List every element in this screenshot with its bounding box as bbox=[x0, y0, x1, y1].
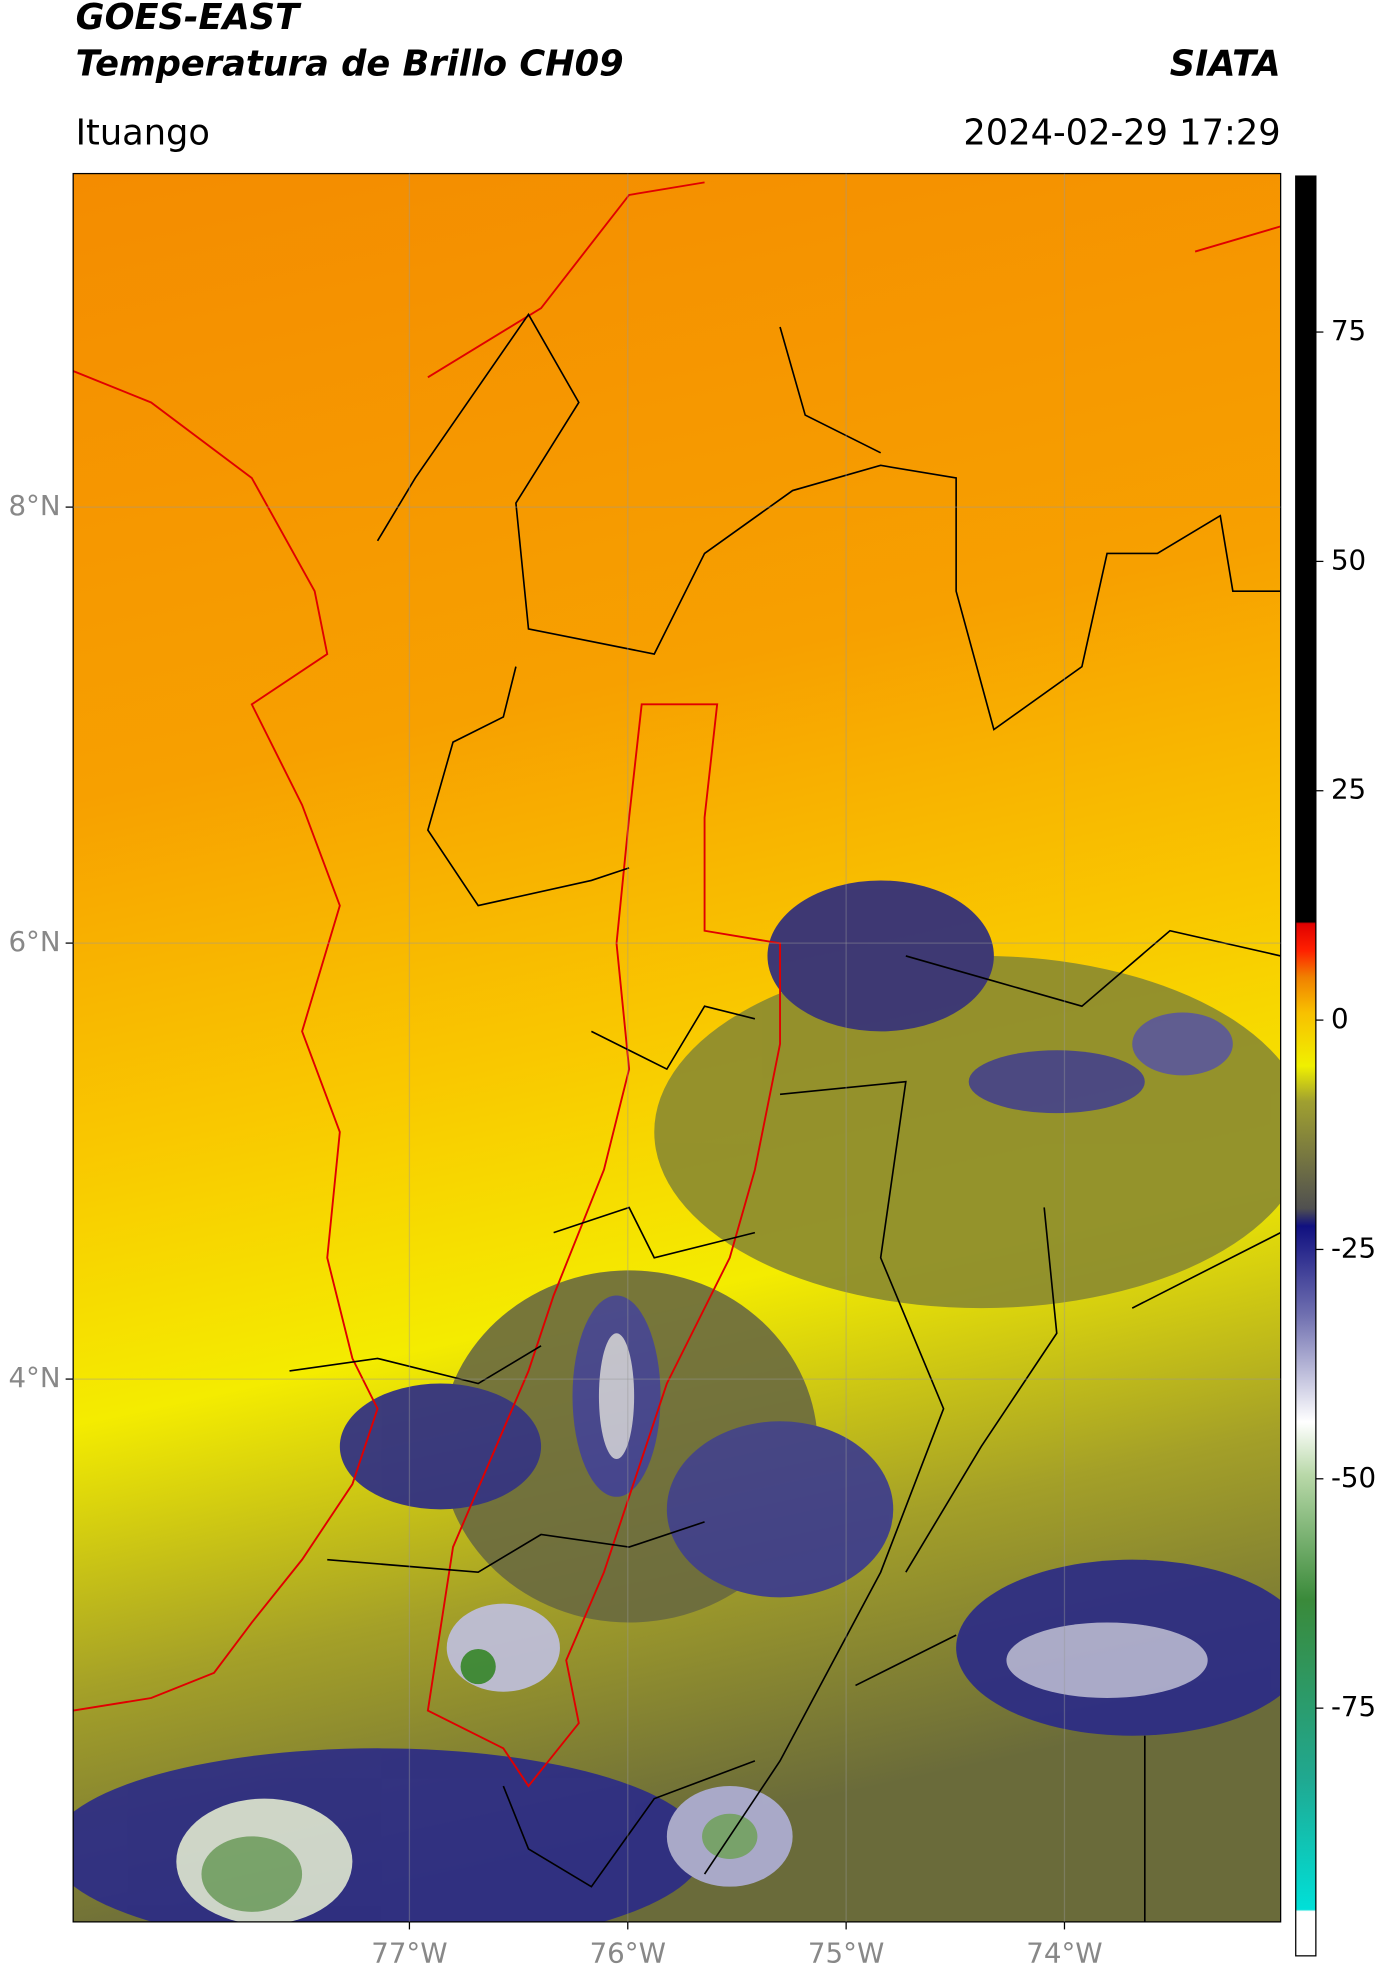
lon-label: 77°W bbox=[371, 1937, 447, 1970]
lat-label: 8°N bbox=[8, 489, 60, 522]
colorbar-label: 0 bbox=[1331, 1002, 1349, 1035]
subtitle: Temperatura de Brillo CH09 bbox=[76, 43, 624, 84]
lon-label: 75°W bbox=[808, 1937, 884, 1970]
lat-label: 6°N bbox=[8, 925, 60, 958]
location: Ituango bbox=[76, 113, 210, 154]
colorbar-label: 25 bbox=[1331, 773, 1366, 806]
colorbar-label: 50 bbox=[1331, 543, 1366, 576]
lat-label: 4°N bbox=[8, 1361, 60, 1394]
title: GOES-EAST bbox=[76, 0, 302, 38]
datetime: 2024-02-29 17:29 bbox=[963, 113, 1280, 154]
map-image bbox=[73, 173, 1281, 1922]
lon-label: 74°W bbox=[1026, 1937, 1102, 1970]
colorbar-label: -75 bbox=[1331, 1690, 1376, 1723]
colorbar-label: -50 bbox=[1331, 1461, 1376, 1494]
lon-label: 76°W bbox=[590, 1937, 666, 1970]
colorbar bbox=[1295, 175, 1317, 1957]
colorbar-label: -25 bbox=[1331, 1231, 1376, 1264]
map-frame bbox=[72, 172, 1282, 1923]
colorbar-label: 75 bbox=[1331, 314, 1366, 347]
source: SIATA bbox=[1170, 43, 1281, 84]
